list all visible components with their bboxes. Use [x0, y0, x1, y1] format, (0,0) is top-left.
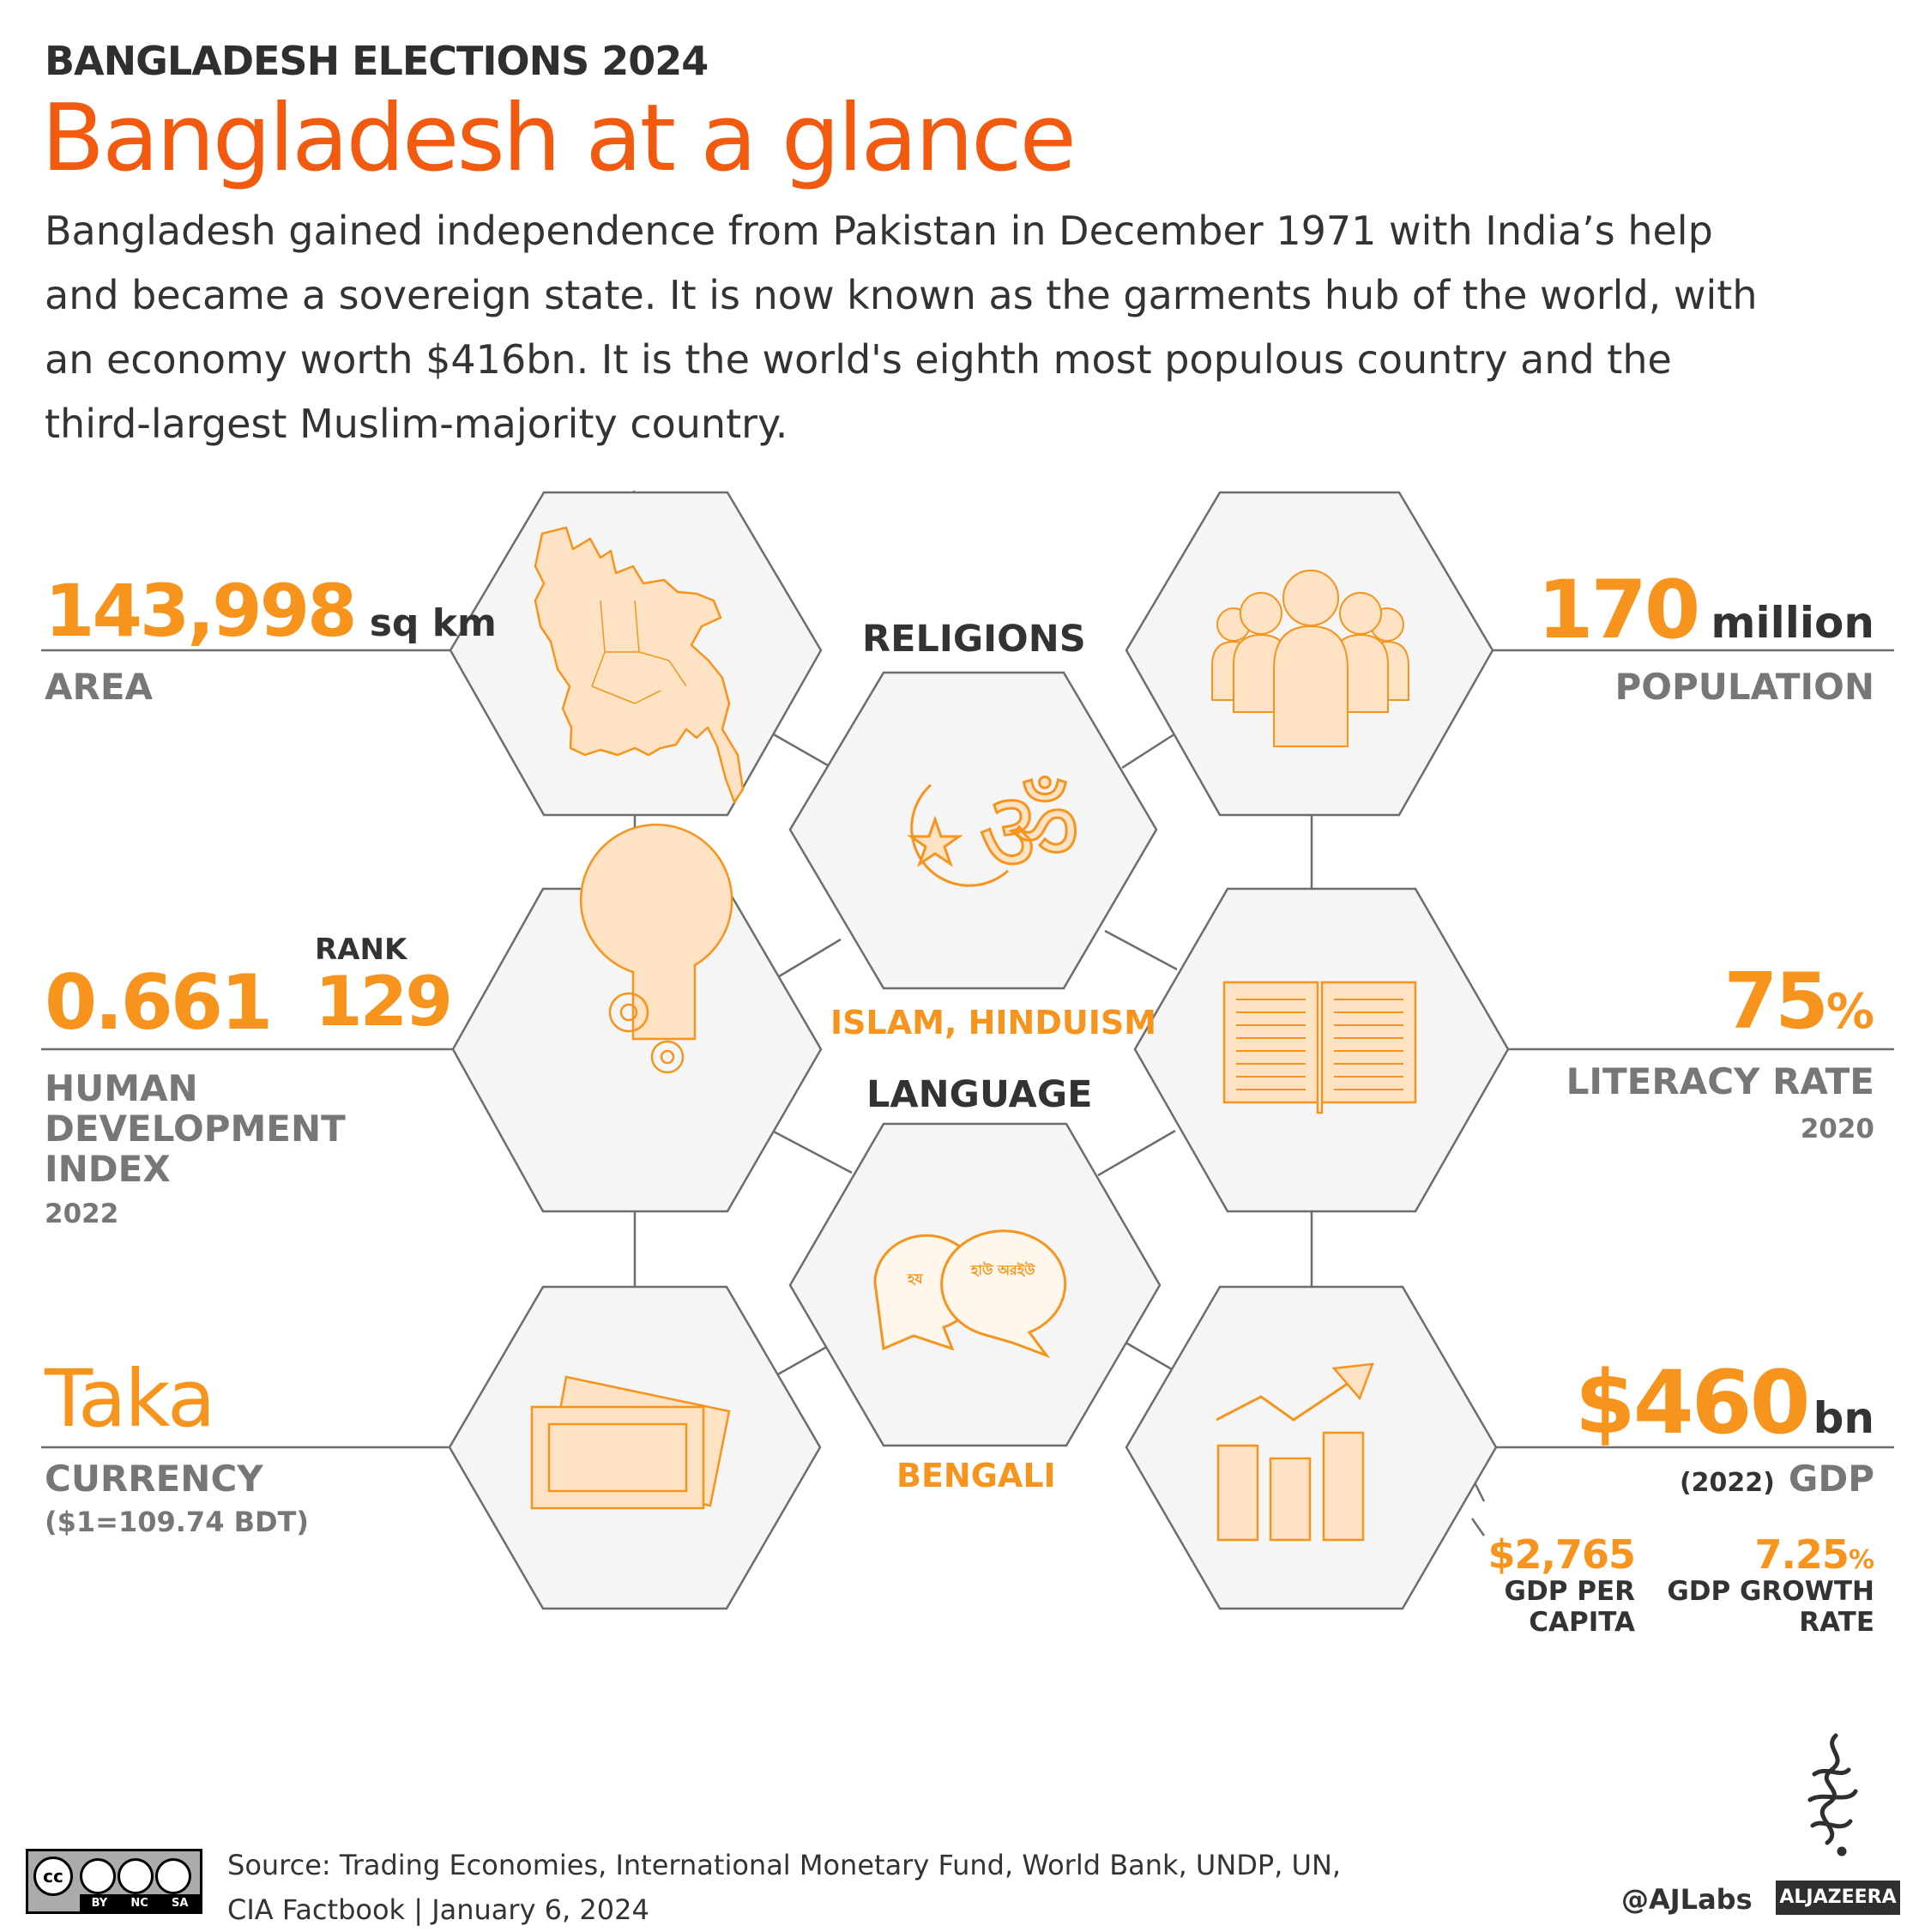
gdp-per-capita-label-line: GDP PER: [1504, 1576, 1635, 1607]
gdp-growth-label: GDP GROWTH RATE: [1667, 1576, 1874, 1638]
gdp-unit: bn: [1813, 1393, 1874, 1443]
gdp-growth-stat: 7.25%: [1754, 1531, 1874, 1578]
banknotes-icon: [530, 1375, 731, 1510]
intro-line: third-largest Muslim-majority country.: [45, 401, 788, 447]
hdi-rank-value: 129: [315, 962, 453, 1041]
religions-value: ISLAM, HINDUISM: [830, 1004, 1157, 1041]
cc-icon: cc: [33, 1857, 73, 1896]
growth-chart-icon: [1216, 1362, 1374, 1542]
area-label: AREA: [45, 666, 154, 708]
language-heading: LANGUAGE: [866, 1073, 1093, 1116]
hdi-year: 2022: [45, 1198, 119, 1229]
bubble-text-bengali-1: হয: [908, 1271, 923, 1287]
cc-term: NC: [130, 1896, 148, 1910]
hdi-rank-label: RANK: [315, 933, 407, 967]
om-icon: ॐ: [979, 767, 1081, 897]
bubble-text-bengali-2: হাউ অরইউ: [971, 1262, 1035, 1278]
source-note: Source: Trading Economies, International…: [227, 1843, 1341, 1932]
people-icon: [1211, 570, 1409, 747]
literacy-stat: 75%: [1724, 963, 1874, 1041]
hex-religions: [788, 671, 1158, 990]
ajlabs-handle: @AJLabs: [1621, 1883, 1753, 1916]
intro-line: an economy worth $416bn. It is the world…: [45, 336, 1672, 383]
kicker: BANGLADESH ELECTIONS 2024: [45, 38, 709, 84]
gdp-value: $460: [1574, 1352, 1811, 1454]
cc-term: BY: [91, 1896, 108, 1910]
source-line: Source: Trading Economies, International…: [227, 1849, 1342, 1881]
literacy-year: 2020: [1800, 1114, 1874, 1144]
gdp-growth-value: 7.25: [1754, 1531, 1849, 1578]
hdi-label-line: INDEX: [45, 1148, 171, 1191]
gdp-year: (2022): [1679, 1468, 1775, 1498]
book-lines: [1236, 999, 1403, 1090]
literacy-unit: %: [1825, 984, 1874, 1040]
crescent-star-icon: [907, 783, 1010, 887]
intro-line: Bangladesh gained independence from Paki…: [45, 208, 1713, 254]
gdp-growth-unit: %: [1848, 1545, 1874, 1575]
hdi-label-line: DEVELOPMENT: [45, 1108, 346, 1150]
hdi-label-line: HUMAN: [45, 1067, 198, 1109]
religions-heading: RELIGIONS: [862, 618, 1086, 661]
nc-icon: [118, 1858, 154, 1894]
gdp-label: GDP: [1788, 1458, 1874, 1500]
area-value: 143,998: [45, 569, 358, 653]
gdp-growth-label-line: RATE: [1799, 1606, 1874, 1638]
population-stat: 170 million: [1537, 571, 1874, 651]
gdp-stat: $460 bn: [1575, 1360, 1874, 1447]
speech-bubbles-icon: [873, 1229, 1067, 1359]
aljazeera-wordmark: ALJAZEERA: [1776, 1881, 1900, 1915]
sa-icon: [155, 1858, 191, 1894]
currency-label: CURRENCY: [45, 1458, 263, 1500]
gdp-per-capita-label: GDP PER CAPITA: [1504, 1576, 1635, 1638]
currency-rate: ($1=109.74 BDT): [45, 1506, 309, 1538]
cc-license-badge[interactable]: cc BY NC SA: [26, 1849, 202, 1914]
hex-hdi: [451, 887, 823, 1213]
population-value: 170: [1537, 564, 1700, 657]
gdp-per-capita-label-line: CAPITA: [1529, 1606, 1635, 1638]
intro-paragraph: Bangladesh gained independence from Paki…: [45, 199, 1889, 456]
gdp-label-row: (2022) GDP: [1680, 1458, 1874, 1499]
open-book-icon: [1222, 981, 1417, 1114]
language-value: BENGALI: [896, 1457, 1056, 1494]
currency-value: Taka: [45, 1353, 215, 1445]
hdi-label: HUMAN DEVELOPMENT INDEX: [45, 1068, 346, 1189]
population-label: POPULATION: [1614, 666, 1874, 708]
hdi-value: 0.661: [45, 958, 273, 1047]
cc-term: SA: [171, 1896, 189, 1910]
literacy-value: 75: [1723, 957, 1829, 1047]
gdp-growth-label-line: GDP GROWTH: [1667, 1576, 1874, 1607]
head-gears-icon: [579, 824, 733, 1074]
intro-line: and became a sovereign state. It is now …: [45, 272, 1758, 318]
cc-terms: BY NC SA: [80, 1894, 200, 1911]
by-icon: [80, 1858, 116, 1894]
gdp-per-capita-value: $2,765: [1487, 1531, 1636, 1578]
area-unit: sq km: [369, 601, 497, 645]
population-unit: million: [1711, 598, 1874, 648]
bangladesh-map-icon: [534, 526, 745, 804]
literacy-label: LITERACY RATE: [1566, 1060, 1874, 1102]
aljazeera-calligraphy-logo-icon: [1807, 1733, 1858, 1857]
page-title: Bangladesh at a glance: [41, 85, 1077, 192]
area-stat: 143,998 sq km: [45, 575, 497, 647]
hex-gdp: [1125, 1285, 1498, 1610]
source-line: CIA Factbook | January 6, 2024: [227, 1893, 649, 1926]
